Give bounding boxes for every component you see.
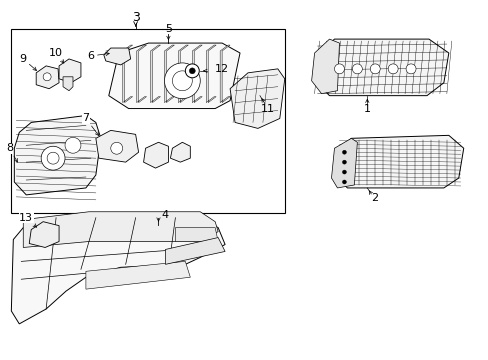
Circle shape xyxy=(342,150,346,154)
Polygon shape xyxy=(192,45,202,103)
Text: 3: 3 xyxy=(131,11,139,24)
Polygon shape xyxy=(86,261,190,289)
Polygon shape xyxy=(178,45,188,103)
Polygon shape xyxy=(230,69,284,129)
Text: 4: 4 xyxy=(162,210,169,220)
Text: 6: 6 xyxy=(87,51,109,61)
Text: 13: 13 xyxy=(19,213,37,227)
Polygon shape xyxy=(150,45,160,103)
Polygon shape xyxy=(29,222,59,247)
Polygon shape xyxy=(314,39,448,96)
Circle shape xyxy=(369,64,380,74)
Polygon shape xyxy=(170,142,190,162)
Circle shape xyxy=(352,64,362,74)
Circle shape xyxy=(164,63,200,99)
Circle shape xyxy=(65,137,81,153)
Text: 8: 8 xyxy=(6,143,18,162)
Polygon shape xyxy=(96,130,138,162)
Text: 7: 7 xyxy=(82,113,99,135)
Polygon shape xyxy=(206,45,216,103)
Polygon shape xyxy=(36,66,59,89)
Text: 2: 2 xyxy=(370,193,377,203)
Polygon shape xyxy=(175,228,218,242)
Text: 10: 10 xyxy=(49,48,64,63)
Polygon shape xyxy=(63,77,73,91)
Polygon shape xyxy=(108,43,240,109)
Polygon shape xyxy=(220,45,230,103)
Bar xyxy=(11,29,284,213)
Polygon shape xyxy=(331,138,357,188)
Polygon shape xyxy=(14,116,101,195)
Circle shape xyxy=(405,64,415,74)
Circle shape xyxy=(334,64,344,74)
Polygon shape xyxy=(103,48,130,65)
Polygon shape xyxy=(334,135,463,188)
Polygon shape xyxy=(165,238,224,264)
Circle shape xyxy=(111,142,122,154)
Polygon shape xyxy=(311,39,339,94)
Circle shape xyxy=(43,73,51,81)
Circle shape xyxy=(41,146,65,170)
Polygon shape xyxy=(136,45,146,103)
Circle shape xyxy=(172,71,192,91)
Text: 12: 12 xyxy=(215,64,229,74)
Circle shape xyxy=(342,160,346,164)
Polygon shape xyxy=(143,142,168,168)
Polygon shape xyxy=(59,59,81,83)
Text: 9: 9 xyxy=(20,54,37,71)
Polygon shape xyxy=(23,212,218,247)
Text: 1: 1 xyxy=(363,104,370,113)
Circle shape xyxy=(47,152,59,164)
Text: 5: 5 xyxy=(164,24,172,34)
Polygon shape xyxy=(11,218,224,324)
Polygon shape xyxy=(164,45,174,103)
Polygon shape xyxy=(122,45,132,103)
Circle shape xyxy=(185,64,199,78)
Text: 11: 11 xyxy=(260,104,274,113)
Circle shape xyxy=(342,170,346,174)
Circle shape xyxy=(387,64,397,74)
Circle shape xyxy=(342,180,346,184)
Circle shape xyxy=(189,68,195,74)
